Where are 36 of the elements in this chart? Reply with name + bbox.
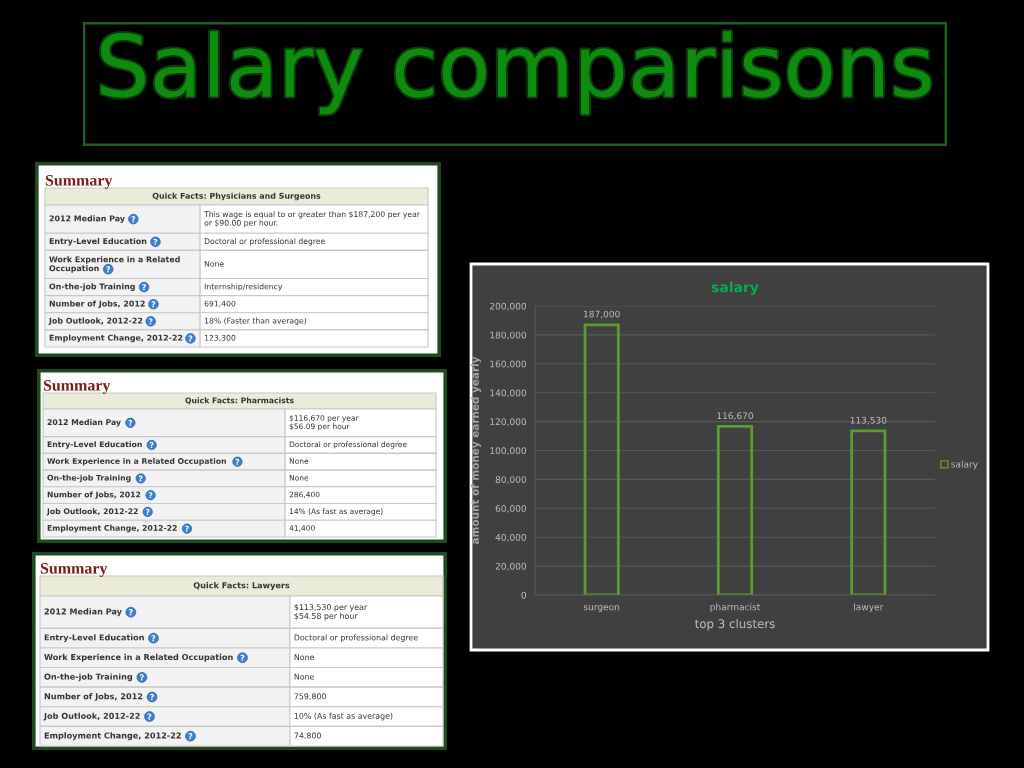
data-label: 116,670 (717, 412, 754, 421)
text: Job Outlook, 2012-22 (43, 712, 140, 721)
y-tick-label: 200,000 (490, 302, 527, 311)
y-tick-label: 100,000 (490, 447, 527, 455)
y-tick-label: 20,000 (495, 562, 527, 571)
y-tick-label: 60,000 (495, 505, 527, 513)
text: Summary (40, 562, 108, 577)
text: Number of Jobs, 2012 (44, 693, 143, 701)
y-tick-label: 120,000 (490, 418, 527, 427)
y-tick-label: 80,000 (495, 476, 527, 484)
text: Entry-Level Education (44, 634, 144, 643)
text: Summary (45, 174, 113, 189)
y-tick-label: 160,000 (490, 360, 527, 369)
data-label: 113,530 (850, 416, 887, 425)
x-axis-title: top 3 clusters (694, 619, 775, 631)
text: Employment Change, 2012-22 (44, 732, 181, 741)
bar (850, 429, 887, 595)
text: Work Experience in a Related Occupation (44, 653, 233, 662)
text: Summary (43, 379, 111, 394)
chart-title: salary (711, 281, 759, 296)
bar (716, 425, 754, 595)
y-tick-label: 140,000 (490, 389, 527, 398)
bar (583, 323, 620, 595)
x-tick-label: pharmacist (710, 603, 761, 613)
y-tick-label: 40,000 (495, 533, 527, 542)
text: 2012 Median Pay (44, 608, 122, 617)
x-tick-label: surgeon (583, 605, 620, 613)
text: On-the-job Training (44, 673, 133, 682)
data-label: 187,000 (583, 310, 620, 319)
legend-label: salary (951, 460, 978, 470)
y-tick-label: 0 (521, 591, 527, 599)
x-tick-label: lawyer (854, 603, 884, 613)
text: Salary comparisons (101, 31, 931, 115)
y-axis-title: amount of money earned yearly (470, 356, 481, 544)
text: Quick Facts: Lawyers (193, 582, 290, 590)
y-tick-label: 180,000 (490, 331, 527, 340)
